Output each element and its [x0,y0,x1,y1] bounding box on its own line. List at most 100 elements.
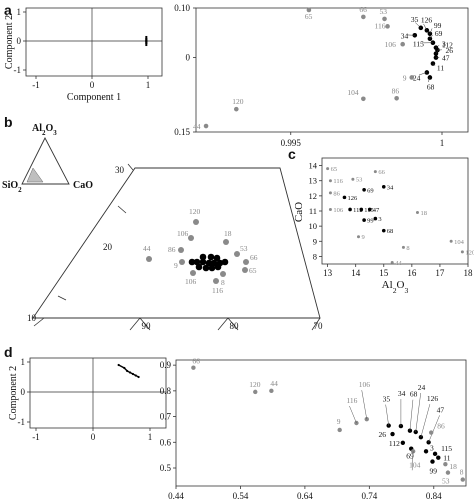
a-main-ytick-label: 0.15 [174,127,190,137]
c-point [373,216,378,221]
b-ternary-point [188,235,194,241]
d-main-point-label: 104 [409,460,421,469]
a-main-xtick-label: 0.995 [281,138,302,148]
c-point [415,211,419,215]
a-main-point-label: 66 [359,5,367,14]
c-ytick-label: 12 [309,191,318,201]
b-tick-label: 90 [142,321,152,331]
b-tick [129,317,141,331]
a-main-point-label: 112 [442,41,453,50]
b-ternary-point-label: 8 [221,278,225,287]
a-main-point [412,32,418,38]
b-ternary-point [208,264,216,272]
c-xtick-label: 16 [407,268,417,278]
b-ternary-point-label: 18 [224,229,232,238]
b-ternary-point [199,253,207,261]
c-point-label: 86 [333,190,340,197]
c-point-label: 66 [378,169,385,176]
c-point [328,191,332,195]
d-inset-xtick-label: 0 [91,432,96,442]
d-main-xtick-label: 0.84 [426,491,442,501]
d-main-point-label: 24 [418,383,426,392]
d-main-point-label: 3 [430,443,434,452]
b-small-triangle [21,137,70,185]
panel-letter-a: a [4,2,12,18]
b-small-triangle-region [26,167,44,183]
d-main-xtick-label: 0.44 [168,491,184,501]
d-main-leader [361,390,368,420]
b-tick-label: 80 [230,321,240,331]
c-point [373,170,377,174]
a-main-leader [423,23,428,31]
a-main-point [400,41,405,47]
d-inset-xtick-label: 1 [148,432,153,442]
a-main-point-label: 69 [435,29,443,38]
d-main-point-label: 126 [427,394,439,403]
a-inset-ytick-label: 1 [17,7,22,17]
c-point-label: 65 [331,166,338,173]
b-vertex-al2o3: Al2O3 [32,123,57,137]
c-point [381,184,386,189]
c-point [359,207,364,212]
c-xlabel: Al2O3 [382,279,409,295]
c-point-label: 99 [367,218,374,225]
b-ternary-point-label: 106 [177,229,189,238]
d-main-ytick-label: 0.7 [160,412,172,422]
d-main-point-label: 47 [437,405,445,414]
a-main-leader [432,63,436,66]
c-point-label: 53 [356,177,363,184]
a-main-ytick-label: 0.10 [174,3,190,13]
a-main-point-label: 126 [421,15,433,24]
d-main-point [269,388,274,394]
d-main-point [429,430,434,435]
d-inset-point [137,375,140,379]
a-main-point-label: 86 [392,86,400,95]
a-main-point [306,7,312,13]
a-inset-ytick-label: -1 [14,65,22,75]
b-ternary-point [190,270,196,276]
d-main-point-label: 66 [192,357,200,366]
b-ternary-point-label: 116 [212,286,223,295]
b-tick-label: 10 [27,313,37,323]
d-main-point-label: 106 [359,380,371,389]
d-main-point-label: 44 [270,379,278,388]
a-main-point-label: 106 [385,40,397,49]
b-ternary-point-label: 65 [249,266,257,275]
d-main-point [443,461,448,467]
d-main-point [426,440,431,445]
b-tick [33,317,45,327]
d-main-point [191,365,196,370]
b-ternary-point [223,239,229,245]
c-point [328,179,332,183]
c-point-label: 69 [367,187,374,194]
d-main-point [432,451,438,457]
c-point [351,177,355,181]
a-inset-frame [25,7,163,77]
a-main-point [427,75,433,80]
d-main-point-label: 11 [443,454,450,463]
a-main-point [385,24,390,29]
b-ternary-point-label: 86 [168,245,176,254]
a-main-point [382,16,387,22]
b-ternary-point-label: 106 [185,277,197,286]
d-main-ytick-label: 0.8 [160,386,172,396]
b-ternary-point [214,263,222,271]
d-inset-point [134,374,137,377]
a-main-leader [429,28,433,34]
b-ternary-point [202,264,210,272]
a-inset-xlabel: Component 1 [67,92,121,103]
c-point [401,245,405,249]
d-inset-point [128,371,132,374]
b-vertex-cao: CaO [73,180,93,191]
a-main-point-label: 53 [380,7,388,16]
d-main-point [400,440,406,445]
a-inset-xtick-label: 0 [90,80,95,90]
d-main-point [253,389,258,395]
d-inset-xtick-label: -1 [32,432,40,442]
c-point-label: 3 [378,216,381,223]
b-tick-label: 20 [103,242,113,252]
d-main-point-label: 9 [337,417,341,426]
c-point [381,228,386,233]
d-main-leader [415,392,421,433]
b-tick-label: 70 [314,321,324,331]
